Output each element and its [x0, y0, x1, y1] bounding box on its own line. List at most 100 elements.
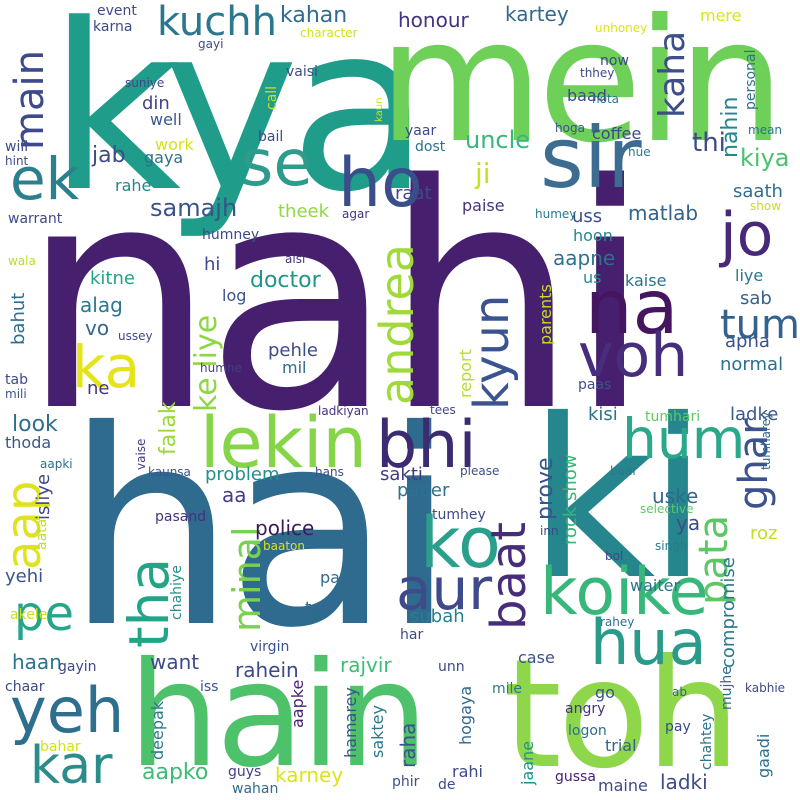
word-voh: voh [578, 321, 689, 391]
word-mil: mil [282, 358, 307, 377]
word-phir: phir [392, 774, 420, 790]
word-din: din [142, 93, 170, 114]
word-andrea: andrea [370, 244, 424, 405]
word-rock-show: rock show [560, 454, 581, 545]
word-please: please [460, 464, 500, 478]
word-selective: selective [640, 502, 694, 516]
word-gayi: gayi [198, 37, 224, 51]
word-main: main [7, 50, 53, 150]
word-aur: aur [396, 555, 493, 623]
word-lekin: lekin [200, 402, 367, 484]
word-case: case [518, 648, 555, 667]
word-now: now [600, 53, 629, 69]
word-hain: hain [128, 631, 429, 800]
word-kuchh: kuchh [157, 0, 277, 45]
word-paper: paper [397, 480, 450, 501]
word-pe: pe [14, 586, 74, 642]
word-tumhari: tumhari [645, 409, 701, 425]
word-police: police [255, 516, 315, 540]
word-maine: maine [598, 776, 648, 795]
word-guys: guys [228, 764, 262, 780]
word-baaton: baaton [263, 539, 305, 553]
word-agar: agar [342, 207, 370, 221]
word-pehle: pehle [268, 340, 318, 361]
word-theek: theek [278, 201, 330, 222]
word-yaar: yaar [405, 123, 437, 139]
word-hamarey: hamarey [341, 687, 360, 758]
word-ab: ab [672, 685, 687, 699]
word-look: look [12, 412, 58, 437]
word-bol: bol [605, 549, 624, 563]
word-gaadi: gaadi [754, 733, 773, 778]
word-aapki: aapki [40, 457, 73, 471]
word-ussey: ussey [118, 329, 153, 343]
word-virgin: virgin [250, 639, 290, 655]
word-baat: baat [481, 521, 537, 630]
word-sab: sab [740, 288, 772, 309]
word-problem: problem [205, 464, 280, 485]
word-tab: tab [5, 372, 28, 388]
word-chahtey: chahtey [699, 713, 715, 770]
word-saath: saath [733, 181, 783, 202]
word-tees: tees [430, 403, 456, 417]
word-angry: angry [565, 701, 606, 717]
word-humney: humney [202, 227, 260, 243]
word-unn: unn [438, 659, 465, 675]
word-na: na [585, 263, 679, 351]
word-bhi: bhi [376, 408, 477, 483]
word-gayin: gayin [58, 659, 97, 675]
word-work: work [155, 135, 194, 154]
word-nahi: nahi [20, 119, 653, 480]
word-hi: hi [204, 254, 221, 275]
word-akele: akele [10, 607, 48, 623]
word-tak: tak [305, 598, 331, 617]
word-par: par [320, 568, 347, 587]
word-thi: thi [692, 128, 726, 158]
word-roz: roz [750, 523, 778, 544]
word-hoga: hoga [555, 121, 585, 135]
word-ya: ya [676, 511, 701, 535]
word-kyun: kyun [464, 294, 520, 410]
word-warrant: warrant [8, 211, 63, 227]
word-pay: pay [665, 719, 691, 735]
word-wala: wala [8, 254, 36, 268]
word-ladki: ladki [660, 770, 708, 794]
word-minal: minal [225, 526, 269, 632]
word-unhoney: unhoney [595, 21, 648, 35]
word-personal: personal [743, 49, 759, 110]
word-ki: ki [528, 372, 709, 628]
word-baar: baar [610, 464, 638, 478]
word-uske: uske [652, 484, 699, 508]
word-hogaya: hogaya [456, 685, 475, 745]
word-aisi: aisi [285, 252, 306, 266]
word-logon: logon [568, 723, 607, 739]
word-vaise: vaise [134, 438, 148, 470]
word-humne: humne [200, 361, 242, 375]
word-go: go [595, 683, 615, 702]
word-aata: aata [34, 518, 50, 550]
word-want: want [150, 650, 200, 674]
word-kar: kar [30, 736, 113, 796]
word-character: character [300, 26, 358, 40]
word-mere: mere [700, 6, 742, 25]
word-mujhe: mujhe [719, 666, 735, 710]
word-jo: jo [720, 200, 774, 270]
word-liye: liye [735, 266, 764, 285]
word-thoda: thoda [5, 433, 52, 452]
word-hua: hua [590, 606, 707, 679]
word-falak: falak [156, 401, 181, 455]
word-kaun: kaun [374, 97, 385, 122]
word-se: se [240, 127, 313, 201]
word-isliye: isliye [33, 473, 54, 520]
word-compromise: compromise [718, 557, 739, 668]
word-samajh: samajh [150, 194, 238, 222]
word-wahan: wahan [232, 781, 279, 797]
word-raat: raat [395, 183, 432, 204]
word-aa: aa [222, 483, 247, 507]
word-rajvir: rajvir [340, 653, 392, 677]
word-dost: dost [415, 139, 446, 155]
word-will: will [5, 139, 29, 155]
word-baad: baad [567, 86, 607, 105]
word-ladke: ladke [730, 404, 779, 425]
word-uss: uss [572, 206, 603, 227]
